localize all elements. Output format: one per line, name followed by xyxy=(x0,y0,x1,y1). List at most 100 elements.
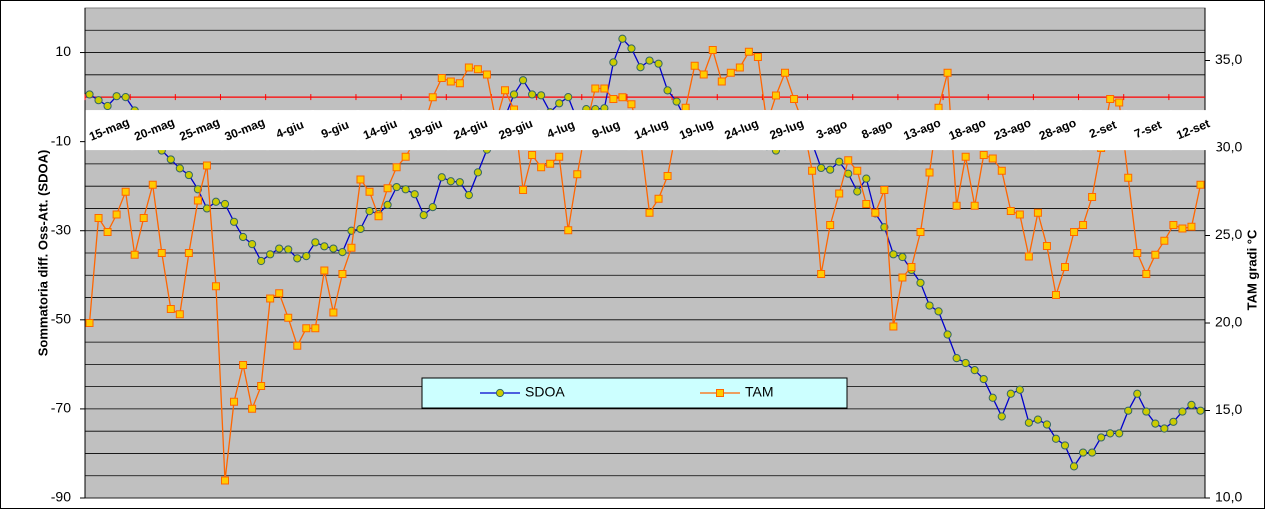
tam-marker xyxy=(374,212,383,221)
tam-marker xyxy=(735,63,744,72)
tam-marker xyxy=(997,166,1006,175)
tam-marker xyxy=(627,100,636,109)
date-label-box xyxy=(943,110,992,151)
date-label-box xyxy=(401,110,450,151)
tam-marker xyxy=(437,74,446,82)
sdoa-marker xyxy=(1060,441,1070,450)
sdoa-marker xyxy=(365,207,374,216)
tam-marker xyxy=(835,189,844,198)
sdoa-marker xyxy=(997,412,1006,421)
tam-marker xyxy=(916,228,925,236)
sdoa-marker xyxy=(1106,429,1115,438)
y-tick-label: -50 xyxy=(51,311,71,327)
tam-marker xyxy=(455,79,464,88)
sdoa-marker xyxy=(654,59,663,68)
tam-marker xyxy=(1088,193,1097,201)
sdoa-marker xyxy=(338,248,347,257)
tam-marker xyxy=(1151,250,1160,259)
tam-marker xyxy=(1024,252,1033,261)
date-label-box xyxy=(130,110,179,151)
sdoa-marker xyxy=(853,187,862,196)
tam-marker xyxy=(482,70,491,79)
sdoa-marker xyxy=(284,245,293,254)
tam-marker xyxy=(1115,98,1124,107)
tam-marker xyxy=(528,151,537,159)
tam-marker xyxy=(546,159,555,168)
tam-marker xyxy=(257,382,266,390)
tam-marker xyxy=(1160,236,1169,245)
sdoa-marker xyxy=(1133,389,1142,398)
tam-marker xyxy=(1061,263,1069,271)
date-label-box xyxy=(808,110,857,151)
sdoa-marker xyxy=(1142,407,1151,416)
tam-marker xyxy=(898,273,907,282)
tam-marker xyxy=(1169,221,1178,229)
tam-marker xyxy=(988,154,997,163)
tam-marker xyxy=(519,186,528,194)
tam-marker xyxy=(428,93,437,102)
tam-marker xyxy=(248,404,257,413)
tam-marker xyxy=(600,84,609,93)
tam-marker xyxy=(221,476,229,485)
y2-tick-label: 35,0 xyxy=(1215,51,1242,67)
tam-marker xyxy=(1079,221,1088,229)
sdoa-marker xyxy=(862,174,871,183)
tam-marker xyxy=(717,77,726,86)
sdoa-marker xyxy=(826,165,835,174)
sdoa-marker xyxy=(293,254,302,263)
sdoa-marker xyxy=(257,256,266,266)
tam-marker xyxy=(157,249,166,257)
date-label-box xyxy=(988,110,1037,151)
tam-marker xyxy=(293,341,302,350)
tam-marker xyxy=(844,156,853,165)
series-line xyxy=(88,47,1202,481)
tam-marker xyxy=(808,166,817,175)
sdoa-marker xyxy=(1151,419,1160,428)
tam-marker xyxy=(1142,270,1151,278)
date-label-box xyxy=(537,110,586,151)
date-label-box xyxy=(1033,110,1082,151)
sdoa-marker xyxy=(166,155,175,164)
y-tick-label: -90 xyxy=(51,489,71,505)
sdoa-marker xyxy=(970,366,979,375)
tam-marker xyxy=(1015,210,1024,219)
date-label-box xyxy=(717,110,766,151)
date-label-box xyxy=(1124,110,1173,151)
tam-marker xyxy=(1070,228,1079,236)
tam-marker xyxy=(790,95,799,103)
sdoa-marker xyxy=(618,34,627,43)
tam-marker xyxy=(744,47,753,56)
tam-marker xyxy=(889,322,898,331)
sdoa-marker xyxy=(889,250,898,259)
y-axis-title: Sommatoria diff. Oss-Att. (SDOA) xyxy=(35,150,50,357)
sdoa-marker xyxy=(392,182,401,192)
date-label-box xyxy=(356,110,405,151)
series-line xyxy=(89,37,1201,468)
sdoa-marker xyxy=(988,393,997,402)
date-label-box xyxy=(175,110,224,151)
sdoa-marker xyxy=(410,190,419,199)
tam-marker xyxy=(952,201,961,210)
sdoa-marker xyxy=(446,177,455,186)
tam-marker xyxy=(302,324,311,333)
tam-marker xyxy=(139,214,148,222)
tam-marker xyxy=(564,226,573,235)
tam-marker xyxy=(753,53,762,61)
sdoa-marker xyxy=(383,200,392,209)
tam-marker xyxy=(464,63,473,72)
sdoa-marker xyxy=(302,252,311,261)
sdoa-marker xyxy=(1187,400,1196,409)
sdoa-marker xyxy=(311,238,320,247)
date-label-box xyxy=(1079,110,1128,151)
date-label-box xyxy=(491,110,540,151)
tam-marker xyxy=(663,172,672,180)
y2-tick-label: 30,0 xyxy=(1215,139,1242,155)
tam-marker xyxy=(392,163,401,172)
sdoa-marker xyxy=(1087,448,1097,457)
tam-marker xyxy=(1124,173,1133,182)
tam-marker xyxy=(970,201,979,210)
tam-marker xyxy=(284,313,293,322)
sdoa-marker xyxy=(1169,417,1178,426)
tam-marker xyxy=(356,175,365,184)
